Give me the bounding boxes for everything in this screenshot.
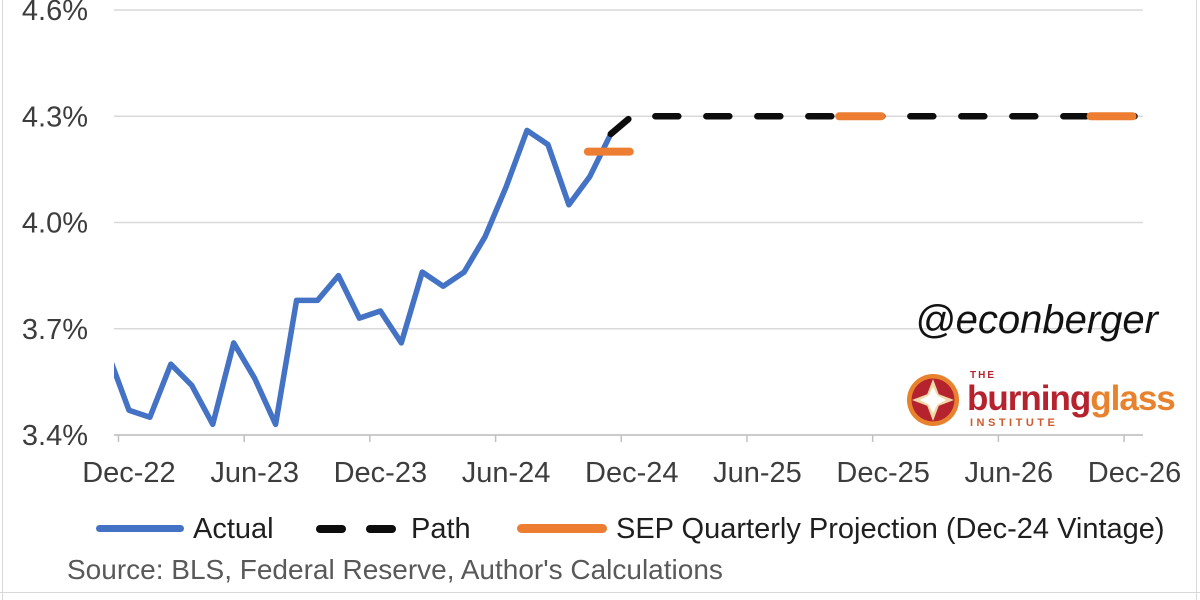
watermark: @econberger <box>915 298 1158 342</box>
x-axis-label: Jun-25 <box>713 457 802 489</box>
x-axis-label: Dec-26 <box>1088 457 1182 489</box>
y-axis-label: 4.0% <box>22 208 88 240</box>
x-axis-label: Dec-25 <box>836 457 930 489</box>
burning-glass-sunburst-icon <box>907 374 959 426</box>
logo-wordmark: burningglass <box>967 379 1176 418</box>
path-series-line <box>607 113 1138 138</box>
legend-label-path: Path <box>411 513 471 545</box>
actual-series-line <box>114 127 614 428</box>
x-axis-label: Dec-24 <box>585 457 679 489</box>
x-axis-label: Jun-26 <box>965 457 1054 489</box>
x-axis-label: Jun-24 <box>462 457 551 489</box>
legend: Actual Path SEP Quarterly Projection (De… <box>0 506 1200 545</box>
logo-the: THE <box>970 370 996 381</box>
right-border <box>1196 0 1197 600</box>
y-axis-label: 4.3% <box>22 101 88 133</box>
x-axis-label: Dec-22 <box>82 457 176 489</box>
y-axis-label: 3.7% <box>22 314 88 346</box>
x-axis-label: Jun-23 <box>210 457 299 489</box>
logo-institute: INSTITUTE <box>970 417 1059 429</box>
left-border <box>2 0 3 600</box>
y-axis-label: 4.6% <box>22 0 88 27</box>
y-axis-label: 3.4% <box>22 420 88 452</box>
legend-swatch-actual <box>96 525 184 532</box>
legend-swatch-sep <box>517 524 607 533</box>
source-note: Source: BLS, Federal Reserve, Author's C… <box>67 554 723 585</box>
legend-label-actual: Actual <box>193 513 274 545</box>
x-axis-label: Dec-23 <box>334 457 428 489</box>
legend-swatch-path <box>316 525 346 533</box>
legend-swatch-path <box>366 525 396 533</box>
bottom-border <box>0 592 1200 593</box>
burning-glass-logo: THE burningglass INSTITUTE <box>906 370 1176 429</box>
legend-label-sep: SEP Quarterly Projection (Dec-24 Vintage… <box>616 513 1165 545</box>
burning-glass-logo-text: THE burningglass INSTITUTE <box>967 370 1176 429</box>
